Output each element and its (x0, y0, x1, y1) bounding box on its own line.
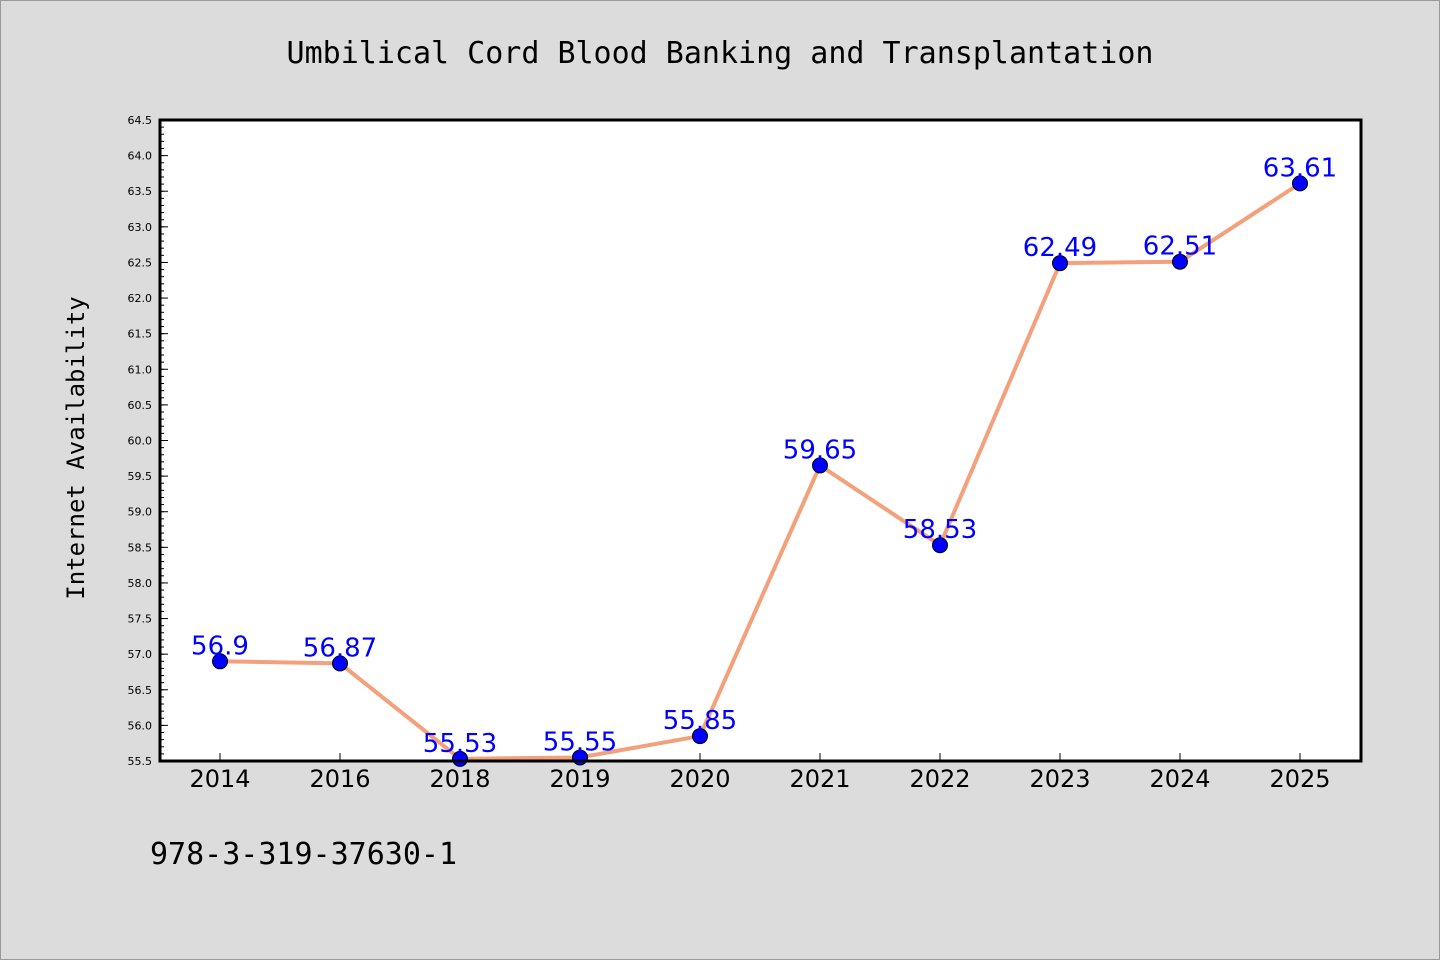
data-label: 55.53 (423, 729, 497, 759)
y-tick-label: 58.5 (128, 541, 153, 554)
y-axis: 55.5 56.0 56.5 57.0 57.5 58.0 58.5 59.0 59.5 60.0… (128, 114, 168, 768)
x-tick-label: 2020 (669, 765, 730, 793)
data-point (212, 653, 228, 670)
data-labels: 56.9 56.87 55.53 55.55 55.85 59.65 58.53 62.49 6… (191, 153, 1337, 758)
y-tick-label: 60.0 (128, 435, 153, 448)
y-tick-label: 55.5 (128, 755, 153, 768)
data-point (1052, 255, 1068, 272)
y-tick-label: 60.5 (128, 399, 153, 412)
y-tick-label: 63.0 (128, 221, 153, 234)
plot-border (158, 118, 1363, 763)
y-tick-label: 64.0 (128, 150, 153, 163)
x-tick-label: 2016 (309, 765, 370, 793)
y-tick-label: 56.5 (128, 684, 153, 697)
data-label: 62.51 (1143, 232, 1217, 262)
data-point (452, 750, 468, 767)
x-tick-label: 2019 (549, 765, 610, 793)
x-tick-label: 2014 (189, 765, 250, 793)
data-point (1292, 175, 1308, 192)
y-tick-label: 62.5 (128, 256, 153, 269)
x-axis: 2014 2016 2018 2019 2020 2021 2022 2023 2024 2025 (189, 753, 1331, 793)
data-label: 55.55 (543, 727, 617, 757)
data-label: 56.9 (191, 631, 249, 661)
chart-title: Umbilical Cord Blood Banking and Transpl… (287, 36, 1154, 71)
data-label: 62.49 (1023, 233, 1097, 263)
x-tick-label: 2018 (429, 765, 490, 793)
x-tick-label: 2023 (1029, 765, 1090, 793)
series-line (218, 181, 1302, 761)
x-tick-label: 2021 (789, 765, 850, 793)
y-tick-label: 56.0 (128, 719, 153, 732)
data-point (1172, 253, 1188, 270)
y-tick-label: 62.0 (128, 292, 153, 305)
data-label: 58.53 (903, 515, 977, 545)
data-point (932, 537, 948, 554)
data-point (692, 728, 708, 745)
data-label: 55.85 (663, 706, 737, 736)
x-tick-label: 2024 (1149, 765, 1210, 793)
y-tick-label: 59.0 (128, 506, 153, 519)
y-tick-label: 63.5 (128, 185, 153, 198)
y-tick-label: 61.5 (128, 328, 153, 341)
y-tick-label: 57.0 (128, 648, 153, 661)
y-axis-label: Internet Availability (62, 296, 90, 599)
data-point (332, 655, 348, 672)
footer-isbn: 978-3-319-37630-1 (150, 837, 457, 872)
plot-area (160, 120, 1361, 761)
data-label: 63.61 (1263, 153, 1337, 183)
y-tick-label: 64.5 (128, 114, 153, 127)
data-label: 59.65 (783, 435, 857, 465)
data-label: 56.87 (303, 633, 377, 663)
y-tick-label: 61.0 (128, 363, 153, 376)
data-point (812, 457, 828, 474)
y-tick-label: 57.5 (128, 613, 153, 626)
y-tick-label: 58.0 (128, 577, 153, 590)
y-tick-label: 59.5 (128, 470, 153, 483)
x-tick-label: 2022 (909, 765, 970, 793)
x-tick-label: 2025 (1269, 765, 1330, 793)
